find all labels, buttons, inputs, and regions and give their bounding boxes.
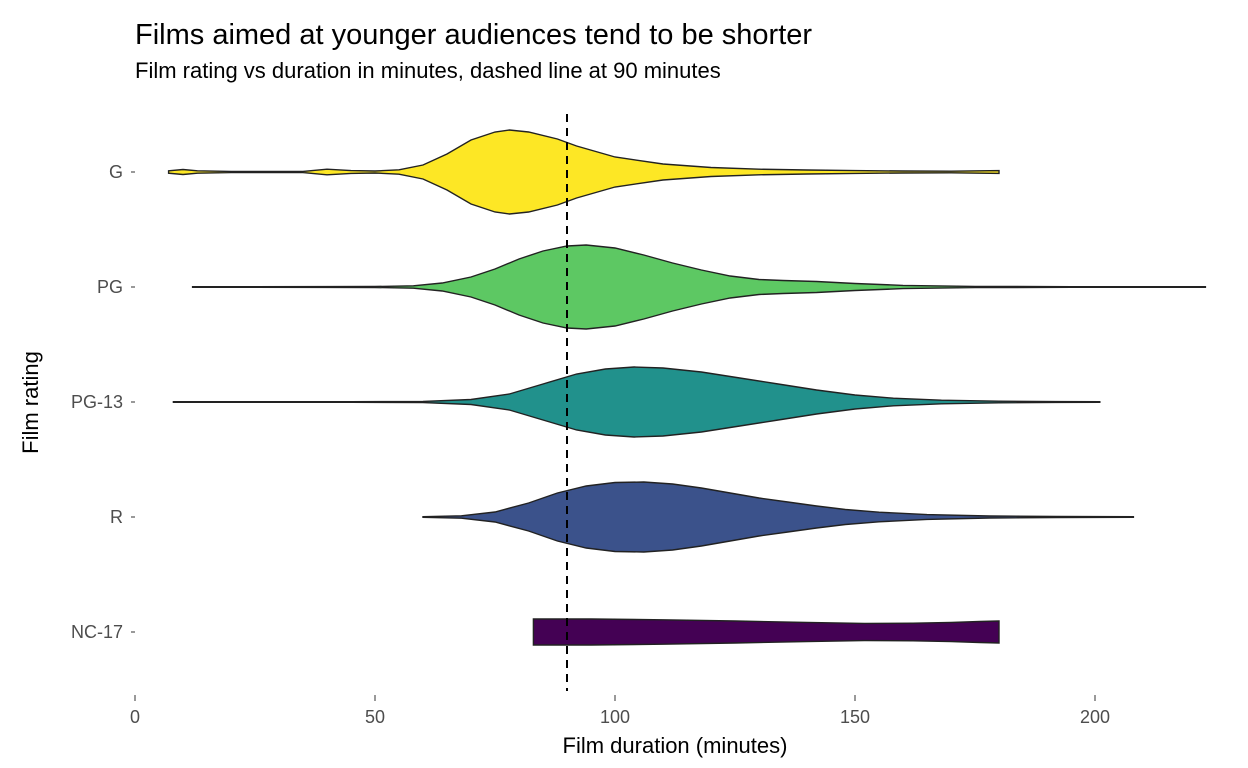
x-tick-label: 150 [840,707,870,727]
violin-r [423,482,1133,552]
x-axis-label: Film duration (minutes) [563,733,788,758]
chart-title: Films aimed at younger audiences tend to… [135,19,812,51]
y-tick-label: NC-17 [71,622,123,642]
y-tick-label: G [109,162,123,182]
x-tick-label: 100 [600,707,630,727]
chart-subtitle: Film rating vs duration in minutes, dash… [135,58,721,83]
y-tick-label: PG-13 [71,392,123,412]
violin-nc-17 [533,619,999,645]
violin-pg-13 [173,367,1099,437]
violin-g [169,130,999,214]
violin-chart-svg: Films aimed at younger audiences tend to… [0,0,1248,768]
y-axis-label: Film rating [18,351,43,454]
x-tick-label: 50 [365,707,385,727]
y-tick-label: PG [97,277,123,297]
violin-pg [193,245,1206,329]
x-tick-label: 0 [130,707,140,727]
x-tick-label: 200 [1080,707,1110,727]
y-tick-label: R [110,507,123,527]
chart-container: Films aimed at younger audiences tend to… [0,0,1248,768]
